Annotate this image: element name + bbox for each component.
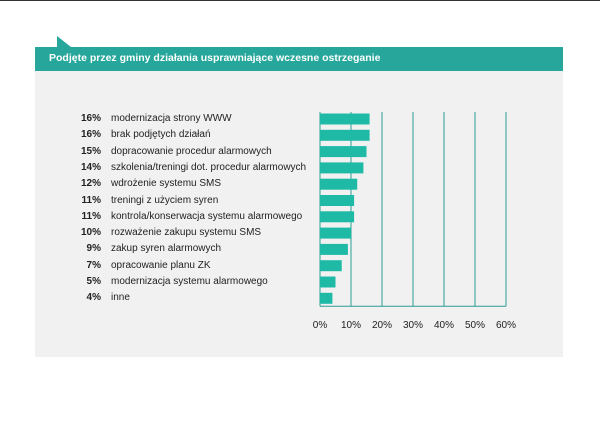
bar-value-label: 7% <box>86 259 101 271</box>
bar-value-label: 16% <box>80 113 101 124</box>
bar <box>320 146 367 158</box>
x-tick-label: 40% <box>433 320 454 331</box>
bar <box>320 211 355 223</box>
bar-value-label: 5% <box>86 276 101 287</box>
category-label: inne <box>111 292 130 304</box>
x-tick-label: 20% <box>371 320 392 331</box>
bar <box>320 292 333 304</box>
x-tick-label: 10% <box>340 320 361 331</box>
x-tick-label: 50% <box>464 320 485 331</box>
bar-value-label: 16% <box>80 129 101 141</box>
x-tick-label: 0% <box>312 320 328 331</box>
bar <box>320 260 342 272</box>
category-label: treningi z użyciem syren <box>111 194 219 206</box>
bar-value-label: 15% <box>80 145 101 157</box>
category-label: zakup syren alarmowych <box>111 243 222 255</box>
bar <box>320 162 364 174</box>
bar-value-label: 9% <box>86 243 101 255</box>
category-label: szkolenia/treningi dot. procedur alarmow… <box>111 161 307 173</box>
bar <box>320 178 358 190</box>
category-label: modernizacja strony WWW <box>111 113 232 124</box>
bar-value-label: 11% <box>81 194 101 206</box>
bar <box>320 195 355 206</box>
bar-value-label: 12% <box>80 178 101 190</box>
bar <box>320 243 348 255</box>
category-label: rozważenie zakupu systemu SMS <box>111 227 262 239</box>
bar-value-label: 4% <box>86 292 101 304</box>
x-tick-label: 60% <box>495 320 516 331</box>
x-tick-label: 30% <box>402 320 423 331</box>
top-rule <box>0 0 600 1</box>
bar-value-label: 10% <box>80 227 101 239</box>
bar <box>320 113 370 125</box>
bar <box>320 129 370 141</box>
category-label: brak podjętych działań <box>111 129 211 141</box>
bar-value-label: 11% <box>81 210 101 222</box>
bar <box>320 227 351 239</box>
category-label: wdrożenie systemu SMS <box>111 178 222 190</box>
chart-header: Podjęte przez gminy działania usprawniaj… <box>35 36 563 71</box>
bar-value-label: 14% <box>80 161 101 173</box>
chart-title: Podjęte przez gminy działania usprawniaj… <box>49 52 381 64</box>
category-label: opracowanie planu ZK <box>111 259 211 271</box>
category-label: modernizacja systemu alarmowego <box>111 276 268 287</box>
header-tab-notch <box>57 36 71 47</box>
category-label: dopracowanie procedur alarmowych <box>111 145 272 157</box>
category-label: kontrola/konserwacja systemu alarmowego <box>111 210 303 222</box>
bar <box>320 276 336 288</box>
